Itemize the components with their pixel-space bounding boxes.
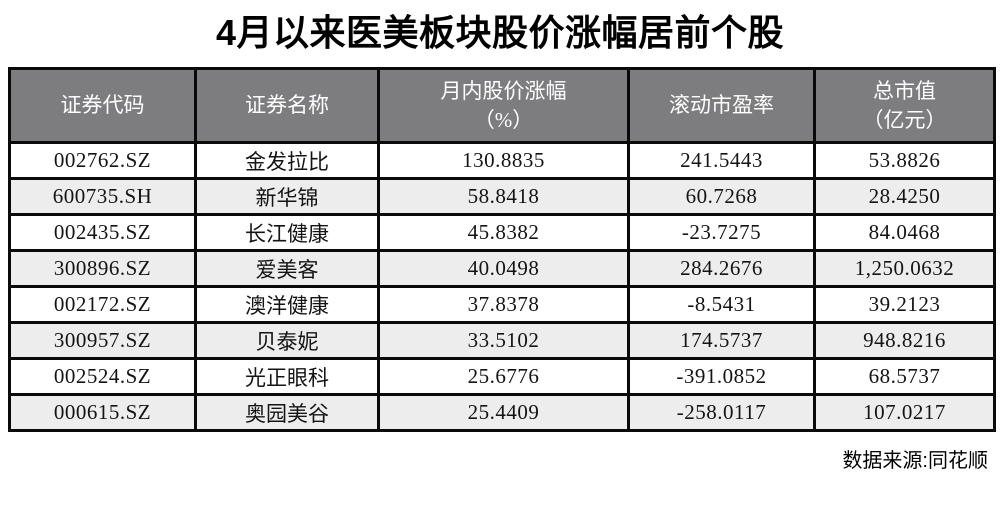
header-label: 证券代码 xyxy=(60,93,145,118)
cell-monthly-change: 33.5102 xyxy=(377,321,630,360)
cell-name: 爱美客 xyxy=(194,249,380,288)
table-header: 证券代码 证券名称 月内股价涨幅 （%） 滚动市盈率 总市值 （亿元） xyxy=(8,67,996,144)
cell-pe-ratio: 241.5443 xyxy=(627,141,816,180)
cell-monthly-change: 40.0498 xyxy=(377,249,630,288)
cell-pe-ratio: -8.5431 xyxy=(627,285,816,324)
cell-name: 长江健康 xyxy=(194,213,380,252)
cell-name: 光正眼科 xyxy=(194,357,380,396)
table-row: 300896.SZ 爱美客 40.0498 284.2676 1,250.063… xyxy=(8,249,996,288)
header-label: 月内股价涨幅 xyxy=(440,79,567,104)
header-label: （亿元） xyxy=(862,107,947,132)
cell-market-cap: 68.5737 xyxy=(813,357,996,396)
cell-market-cap: 28.4250 xyxy=(813,177,996,216)
table-body: 002762.SZ 金发拉比 130.8835 241.5443 53.8826… xyxy=(8,141,996,432)
cell-code: 002172.SZ xyxy=(8,285,197,324)
cell-pe-ratio: -391.0852 xyxy=(627,357,816,396)
cell-pe-ratio: 174.5737 xyxy=(627,321,816,360)
header-cell-monthly-change: 月内股价涨幅 （%） xyxy=(377,67,630,144)
cell-name: 奥园美谷 xyxy=(194,393,380,432)
header-cell-name: 证券名称 xyxy=(194,67,380,144)
cell-code: 002435.SZ xyxy=(8,213,197,252)
cell-code: 002762.SZ xyxy=(8,141,197,180)
cell-monthly-change: 25.6776 xyxy=(377,357,630,396)
table-row: 002172.SZ 澳洋健康 37.8378 -8.5431 39.2123 xyxy=(8,285,996,324)
cell-name: 新华锦 xyxy=(194,177,380,216)
cell-name: 澳洋健康 xyxy=(194,285,380,324)
cell-code: 300896.SZ xyxy=(8,249,197,288)
stock-table: 证券代码 证券名称 月内股价涨幅 （%） 滚动市盈率 总市值 （亿元） xyxy=(8,67,996,432)
header-cell-pe-ratio: 滚动市盈率 xyxy=(627,67,816,144)
cell-market-cap: 948.8216 xyxy=(813,321,996,360)
data-source-note: 数据来源:同花顺 xyxy=(842,450,988,472)
cell-code: 002524.SZ xyxy=(8,357,197,396)
page-title: 4月以来医美板块股价涨幅居前个股 xyxy=(215,12,785,53)
cell-pe-ratio: 284.2676 xyxy=(627,249,816,288)
table-row: 600735.SH 新华锦 58.8418 60.7268 28.4250 xyxy=(8,177,996,216)
header-cell-code: 证券代码 xyxy=(8,67,197,144)
cell-monthly-change: 45.8382 xyxy=(377,213,630,252)
header-label: （%） xyxy=(473,107,534,132)
cell-market-cap: 53.8826 xyxy=(813,141,996,180)
cell-code: 300957.SZ xyxy=(8,321,197,360)
table-row: 000615.SZ 奥园美谷 25.4409 -258.0117 107.021… xyxy=(8,393,996,432)
cell-market-cap: 107.0217 xyxy=(813,393,996,432)
cell-name: 贝泰妮 xyxy=(194,321,380,360)
table-row: 002435.SZ 长江健康 45.8382 -23.7275 84.0468 xyxy=(8,213,996,252)
cell-market-cap: 1,250.0632 xyxy=(813,249,996,288)
header-label: 滚动市盈率 xyxy=(669,93,774,118)
cell-market-cap: 84.0468 xyxy=(813,213,996,252)
cell-monthly-change: 37.8378 xyxy=(377,285,630,324)
cell-pe-ratio: -258.0117 xyxy=(627,393,816,432)
cell-monthly-change: 25.4409 xyxy=(377,393,630,432)
cell-name: 金发拉比 xyxy=(194,141,380,180)
cell-market-cap: 39.2123 xyxy=(813,285,996,324)
cell-monthly-change: 130.8835 xyxy=(377,141,630,180)
header-label: 总市值 xyxy=(873,79,936,104)
cell-pe-ratio: 60.7268 xyxy=(627,177,816,216)
cell-code: 600735.SH xyxy=(8,177,197,216)
header-label: 证券名称 xyxy=(245,93,329,118)
table-row: 300957.SZ 贝泰妮 33.5102 174.5737 948.8216 xyxy=(8,321,996,360)
cell-code: 000615.SZ xyxy=(8,393,197,432)
header-row: 证券代码 证券名称 月内股价涨幅 （%） 滚动市盈率 总市值 （亿元） xyxy=(8,67,996,144)
cell-monthly-change: 58.8418 xyxy=(377,177,630,216)
header-cell-market-cap: 总市值 （亿元） xyxy=(813,67,996,144)
table-row: 002762.SZ 金发拉比 130.8835 241.5443 53.8826 xyxy=(8,141,996,180)
cell-pe-ratio: -23.7275 xyxy=(627,213,816,252)
table-row: 002524.SZ 光正眼科 25.6776 -391.0852 68.5737 xyxy=(8,357,996,396)
